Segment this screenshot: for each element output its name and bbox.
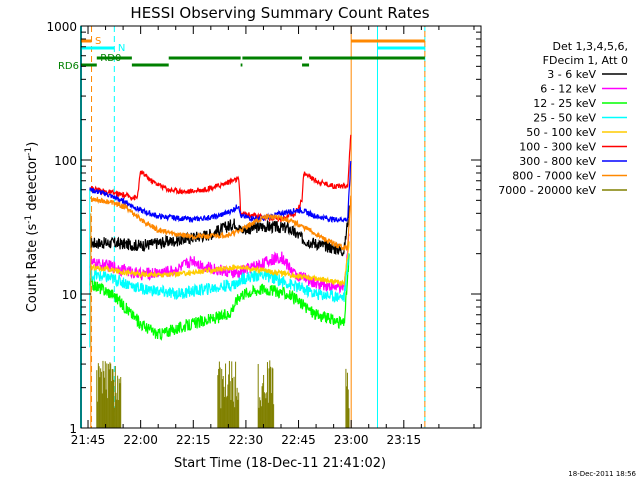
series-line [89, 195, 352, 251]
flag-label-s: S [95, 36, 101, 47]
x-tick-label: 23:00 [334, 433, 369, 447]
footer-timestamp: 18-Dec-2011 18:56 [568, 470, 636, 478]
legend-label: 25 - 50 keV [533, 112, 596, 125]
series-line [89, 160, 352, 224]
series-line [89, 253, 350, 341]
legend-label: 300 - 800 keV [519, 155, 596, 168]
x-tick-label: 21:45 [71, 433, 106, 447]
series-line [89, 252, 350, 303]
x-tick-label: 22:45 [281, 433, 316, 447]
legend-label: 3 - 6 keV [547, 68, 596, 81]
series-line [89, 205, 350, 257]
x-tick-label: 22:00 [123, 433, 158, 447]
series-line [89, 134, 352, 223]
legend-header-2: FDecim 1, Att 0 [543, 54, 628, 67]
axes-layer: 21:45 22:00 22:15 22:30 22:45 23:00 23:15 1 10 10… [46, 20, 481, 447]
series-line [89, 241, 350, 288]
y-axis-label: Count Rate (s-1 detector-1) [24, 142, 40, 313]
legend-label: 7000 - 20000 keV [498, 184, 596, 197]
legend-label: 6 - 12 keV [540, 83, 596, 96]
x-tick-label: 23:15 [387, 433, 422, 447]
x-tick-label: 22:30 [229, 433, 264, 447]
flag-label-n: N [118, 43, 125, 54]
flag-label-rd0: RD0 [100, 53, 121, 64]
y-tick-label: 10 [62, 288, 77, 302]
series-layer [89, 134, 352, 428]
legend-header-1: Det 1,3,4,5,6, [552, 40, 628, 53]
y-tick-label: 1000 [46, 20, 77, 34]
x-tick-label: 22:15 [176, 433, 211, 447]
legend-label: 100 - 300 keV [519, 141, 596, 154]
legend-label: 50 - 100 keV [526, 126, 596, 139]
x-axis-label: Start Time (18-Dec-11 21:41:02) [174, 456, 386, 471]
legend-label: 12 - 25 keV [533, 97, 596, 110]
y-tick-label: 100 [54, 154, 77, 168]
legend: Det 1,3,4,5,6, FDecim 1, Att 0 3 - 6 keV… [498, 40, 628, 197]
y-tick-label: 1 [69, 422, 77, 436]
chart-title: HESSI Observing Summary Count Rates [130, 4, 429, 22]
flag-label-rd6: RD6 [58, 61, 79, 72]
legend-label: 800 - 7000 keV [512, 170, 596, 183]
